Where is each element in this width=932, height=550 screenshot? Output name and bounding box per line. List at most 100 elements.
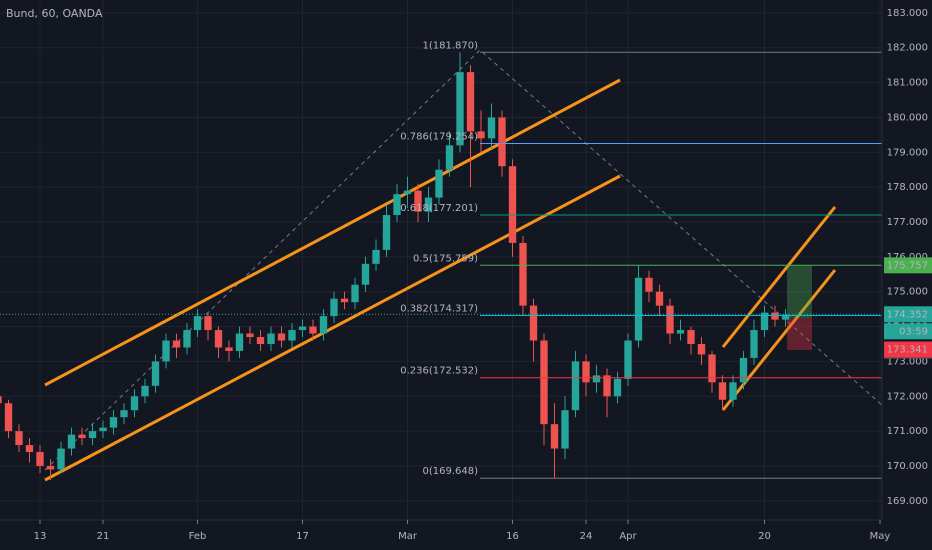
candle-body [487, 117, 496, 139]
countdown: 03:59 [899, 326, 928, 337]
candle-body [550, 424, 559, 449]
y-tick-label: 180.000 [887, 112, 928, 123]
y-tick-label: 171.000 [887, 426, 928, 437]
candle-body [99, 427, 107, 432]
candle-body [319, 316, 328, 334]
candle-body [309, 326, 317, 334]
candle-body [424, 197, 433, 212]
candle-body [288, 330, 296, 341]
x-tick-label: 13 [34, 531, 47, 542]
x-tick-label: 24 [580, 531, 593, 542]
candle-body [193, 316, 202, 331]
candle-body [582, 361, 590, 383]
long-loss-zone [787, 318, 812, 350]
candle-body [697, 343, 706, 355]
candle-body [645, 277, 653, 292]
channel-line [44, 78, 621, 387]
x-tick-label: 20 [758, 531, 771, 542]
y-tick-label: 179.000 [887, 147, 928, 158]
countdown-box [884, 323, 932, 340]
candle-body [771, 312, 779, 320]
candle-body [130, 396, 139, 411]
fib-label: 0.618(177.201) [400, 203, 478, 214]
y-tick-label: 182.000 [887, 43, 928, 54]
candle-body [256, 337, 265, 344]
y-tick-label: 181.000 [887, 78, 928, 89]
drawings [44, 49, 883, 482]
candle-body [718, 382, 727, 400]
candle-body [466, 72, 475, 132]
candle-body [330, 298, 338, 317]
candle-body [36, 452, 44, 466]
candle-body [519, 242, 527, 306]
candle-body [571, 361, 580, 411]
candle-body [750, 330, 758, 358]
candle-body [655, 291, 664, 306]
price-label-box [884, 306, 932, 323]
candle-body [477, 131, 485, 139]
candle-body [151, 361, 160, 386]
x-tick-label: 21 [97, 531, 110, 542]
x-tick-label: 16 [506, 531, 519, 542]
candle-body [351, 284, 359, 303]
y-tick-label: 183.000 [887, 8, 928, 19]
candle-body [456, 72, 464, 146]
channel-line [721, 269, 837, 411]
candle-body [435, 169, 443, 198]
candle-body [781, 314, 790, 320]
candle-body [687, 330, 695, 344]
candle-body [729, 382, 737, 400]
candle-body [214, 330, 223, 348]
candle-body [603, 375, 611, 397]
chart-title: Bund, 60, OANDA [6, 7, 103, 20]
fib-label: 0.236(172.532) [400, 366, 478, 377]
fib-label: 0.786(179.254) [400, 131, 478, 142]
candle-body [277, 333, 286, 341]
candle-body [739, 357, 748, 383]
candle-body [498, 117, 506, 167]
candle-body [540, 340, 548, 425]
price-label: 173.341 [887, 345, 928, 356]
candle-body [57, 448, 65, 470]
candle-body [235, 333, 244, 351]
candle-body [172, 340, 181, 348]
candle-body [4, 403, 13, 432]
channel-line [44, 174, 621, 482]
candle-body [624, 340, 632, 379]
axes: 169.000170.000171.000172.000173.000174.0… [34, 8, 932, 542]
candle-body [141, 385, 149, 397]
y-tick-label: 177.000 [887, 217, 928, 228]
x-tick-label: Feb [189, 531, 207, 542]
candle-body [382, 215, 391, 250]
candle-body [183, 330, 191, 348]
candle-body [708, 354, 716, 383]
candle-body [88, 431, 97, 439]
price-label: 175.757 [887, 260, 928, 271]
candle-body [0, 396, 2, 404]
candle-body [246, 333, 254, 338]
y-tick-label: 173.000 [887, 356, 928, 367]
price-axis [882, 0, 932, 550]
candle-body [403, 190, 412, 195]
candle-body [78, 434, 86, 439]
x-tick-label: Apr [619, 531, 637, 542]
candle-body [613, 378, 622, 397]
x-tick-label: May [870, 531, 891, 542]
x-tick-label: 17 [296, 531, 309, 542]
candle-body [361, 263, 370, 285]
candle-body [372, 249, 380, 264]
y-tick-label: 169.000 [887, 496, 928, 507]
price-label-box [884, 341, 932, 358]
candle-body [445, 145, 454, 170]
candle-body [760, 312, 769, 331]
candle-body [204, 316, 212, 331]
fib-label: 0.5(175.759) [413, 253, 478, 264]
candle-body [508, 166, 517, 243]
candle-body [676, 330, 685, 334]
fib-trend-line [44, 49, 883, 471]
candle-body [267, 333, 275, 344]
candle-body [561, 410, 569, 449]
y-tick-label: 175.000 [887, 287, 928, 298]
